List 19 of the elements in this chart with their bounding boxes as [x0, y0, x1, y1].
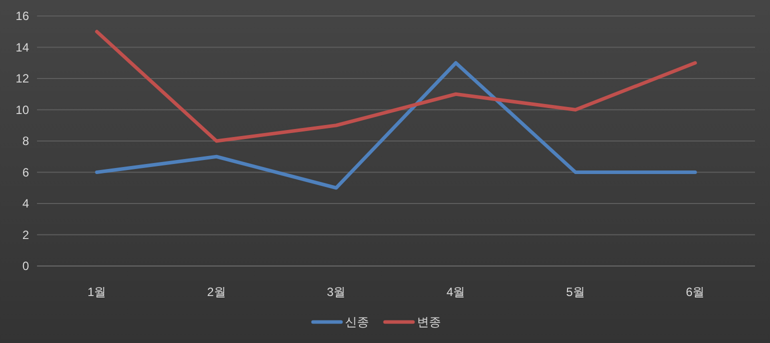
- x-tick-label: 5월: [566, 285, 585, 299]
- legend-label: 신종: [345, 315, 369, 329]
- y-tick-label: 16: [16, 9, 30, 23]
- x-tick-label: 4월: [446, 285, 466, 299]
- x-tick-label: 3월: [326, 285, 346, 299]
- y-tick-label: 6: [22, 165, 30, 180]
- y-tick-label: 10: [16, 102, 30, 117]
- legend-label: 변종: [417, 315, 441, 329]
- line-series: [95, 61, 697, 190]
- y-tick-label: 2: [22, 228, 30, 242]
- x-tick-label: 1월: [87, 285, 106, 299]
- y-tick-label: 4: [22, 196, 30, 210]
- line-series: [95, 30, 697, 143]
- y-tick-label: 8: [22, 134, 30, 148]
- y-tick-label: 12: [16, 72, 30, 86]
- x-tick-label: 6월: [686, 285, 705, 299]
- x-tick-label: 2월: [207, 285, 226, 299]
- y-tick-label: 0: [22, 259, 30, 273]
- y-tick-label: 14: [16, 40, 30, 54]
